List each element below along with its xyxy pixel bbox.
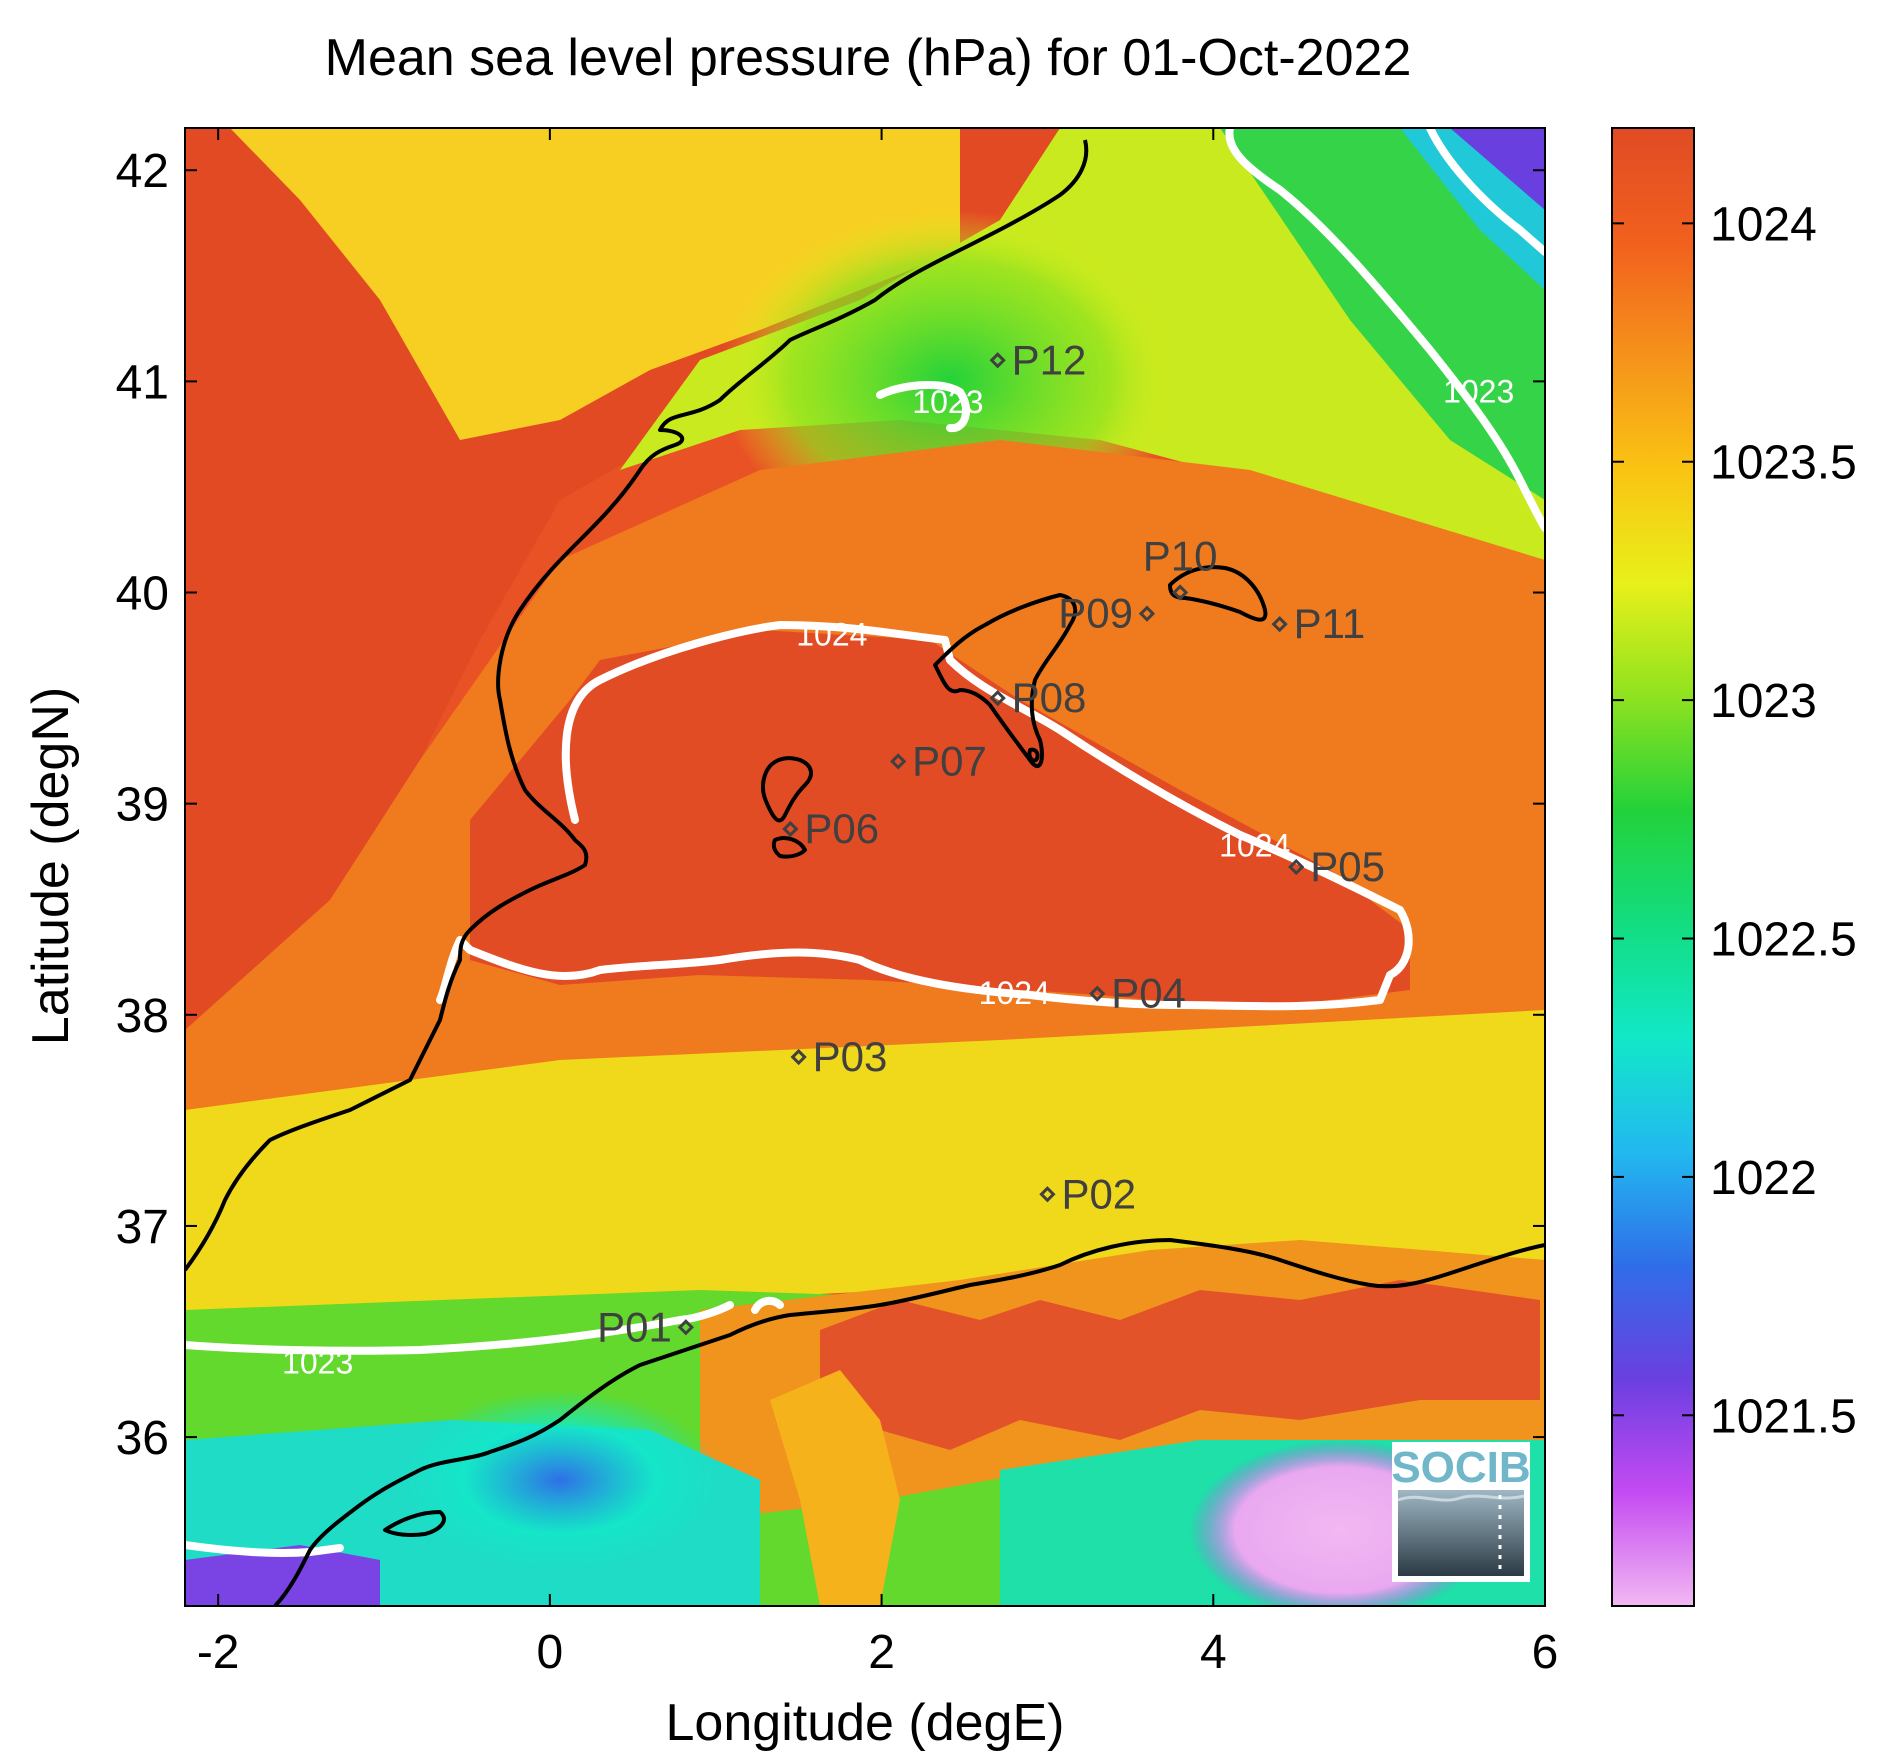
contour-1023-northeast — [1225, 128, 1545, 532]
y-tick-label: 41 — [116, 356, 169, 409]
station-label: P12 — [1012, 336, 1087, 383]
station-label: P01 — [597, 1303, 672, 1350]
station-marker — [989, 689, 1006, 707]
station-label: P03 — [813, 1033, 888, 1080]
yellow-band-south — [185, 1010, 1545, 1380]
x-tick-label: 6 — [1532, 1626, 1559, 1679]
station-marker — [677, 1319, 694, 1336]
logo-text: SOCIB — [1391, 1443, 1530, 1492]
iberian-coastline — [185, 139, 1089, 1272]
x-axis-label: Longitude (degE) — [666, 1694, 1065, 1752]
x-tick-label: 0 — [537, 1626, 564, 1679]
africa-red-patches — [820, 1280, 1540, 1450]
colorbar-tick-label: 1024 — [1710, 198, 1817, 251]
menorca-coastline — [1168, 565, 1268, 622]
x-tick-label: -2 — [197, 1626, 240, 1679]
contour-1023-south — [185, 1301, 734, 1355]
colorbar-tick-label: 1022.5 — [1710, 914, 1857, 967]
colorbar-tick-label: 1023.5 — [1710, 437, 1857, 490]
y-axis: 36 37 38 39 40 41 42 — [116, 145, 1545, 1465]
colorbar-tick-label: 1022 — [1710, 1152, 1817, 1205]
y-tick-label: 42 — [116, 145, 169, 198]
x-tick-label: 4 — [1200, 1626, 1227, 1679]
station-marker — [790, 1048, 807, 1066]
station-marker — [890, 753, 907, 770]
station-label: P10 — [1143, 533, 1218, 580]
station-label: P06 — [804, 805, 879, 852]
station-label: P11 — [1294, 600, 1366, 647]
colorbar-frame — [1611, 127, 1695, 1607]
yellow-band-north — [230, 128, 960, 440]
cabrera-coastline — [1027, 747, 1040, 763]
blue-northeast — [1450, 128, 1545, 210]
contour-lines — [185, 128, 1545, 1557]
colorbar: 1021.5 1022 1022.5 1023 1023.5 1024 — [1611, 127, 1857, 1607]
station-marker — [1089, 985, 1106, 1002]
y-axis-label: Latitude (degN) — [22, 687, 80, 1045]
x-axis: -2 0 2 4 6 — [197, 128, 1559, 1679]
socib-logo: SOCIB — [1391, 1442, 1531, 1582]
station-label: P07 — [912, 737, 987, 784]
contour-1023-north-small — [876, 380, 971, 433]
station-marker — [782, 820, 799, 838]
chart-title: Mean sea level pressure (hPa) for 01-Oct… — [325, 29, 1412, 87]
contour-1023-south-gap — [751, 1296, 784, 1314]
x-tick-label: 2 — [868, 1626, 895, 1679]
station-marker — [1138, 605, 1156, 622]
logo-water — [1398, 1490, 1524, 1576]
orange-algeria-tongue — [770, 1370, 900, 1606]
contour-label: 1024 — [796, 616, 867, 652]
logo-wave — [1397, 1494, 1525, 1502]
station-marker — [1288, 858, 1305, 876]
plot-frame — [184, 127, 1546, 1607]
alboran-island-coastline — [383, 1510, 446, 1537]
green-northeast — [1220, 128, 1545, 500]
contour-1023-northeast-corner — [1426, 128, 1545, 256]
map-field: 1023 1023 1023 1024 1024 1024 P01 P02 P03 P04 P05… — [185, 128, 1545, 1606]
mallorca-coastline — [933, 593, 1078, 769]
station-marker — [1271, 616, 1288, 633]
y-tick-label: 38 — [116, 990, 169, 1043]
coastlines — [185, 139, 1545, 1606]
y-tick-label: 37 — [116, 1201, 169, 1254]
colorbar-ticks: 1021.5 1022 1022.5 1023 1023.5 1024 — [1612, 198, 1857, 1443]
contour-label: 1023 — [912, 384, 983, 420]
y-tick-label: 40 — [116, 568, 169, 621]
contour-label: 1024 — [979, 975, 1050, 1011]
station-label: P04 — [1111, 970, 1186, 1017]
y-tick-label: 39 — [116, 779, 169, 832]
colorbar-tick-label: 1023 — [1710, 675, 1817, 728]
african-coastline — [273, 1238, 1545, 1606]
colorbar-tick-label: 1021.5 — [1710, 1390, 1857, 1443]
blue-south-blob — [400, 1390, 720, 1570]
contour-labels: 1023 1023 1023 1024 1024 1024 — [282, 373, 1514, 1380]
contour-label: 1023 — [1443, 373, 1514, 409]
formentera-coastline — [771, 836, 807, 859]
contour-label: 1024 — [1219, 827, 1290, 863]
station-label: P02 — [1061, 1170, 1136, 1217]
station-label: P09 — [1058, 590, 1133, 637]
station-marker — [989, 352, 1006, 369]
contour-label: 1023 — [282, 1345, 353, 1381]
ibiza-coastline — [760, 756, 813, 823]
station-label: P05 — [1310, 843, 1385, 890]
station-label: P08 — [1012, 674, 1087, 721]
station-marker — [1171, 584, 1189, 601]
red-core-1024 — [470, 630, 1410, 1010]
colorbar-fill — [1612, 128, 1694, 1606]
contour-southwest-bottom — [185, 1541, 344, 1557]
violet-southwest — [185, 1545, 380, 1606]
contour-1024-core — [436, 621, 1413, 1011]
y-tick-label: 36 — [116, 1412, 169, 1465]
station-marker — [1039, 1186, 1056, 1203]
